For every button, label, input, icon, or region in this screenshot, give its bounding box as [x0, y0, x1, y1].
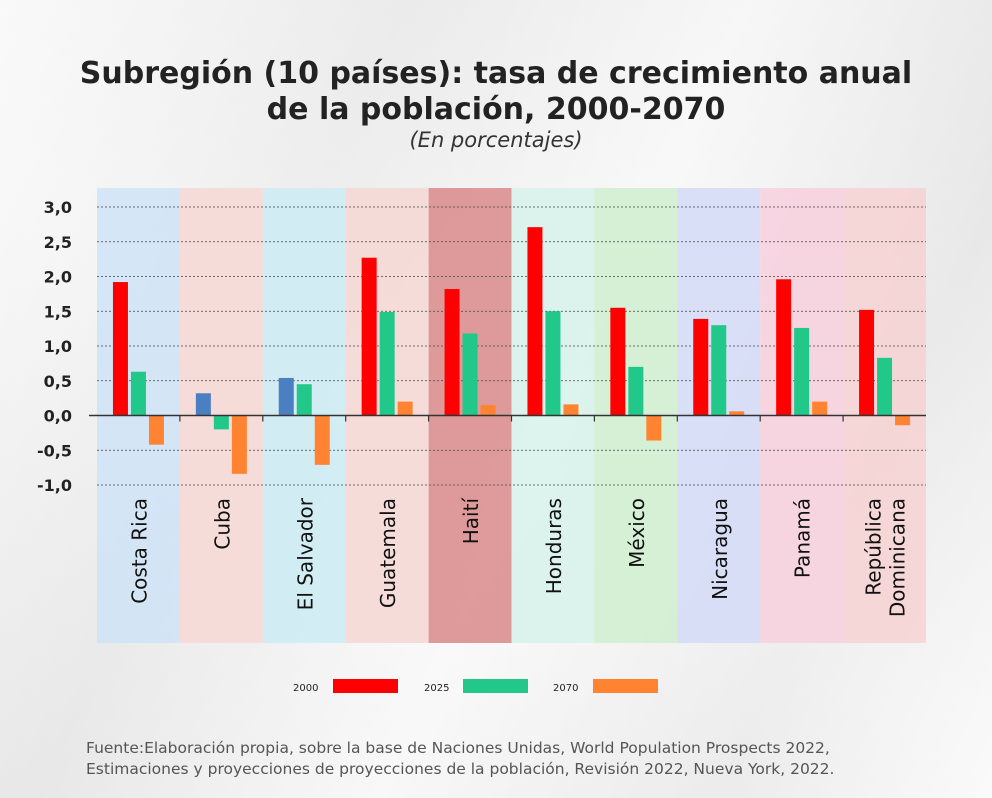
bar [729, 411, 745, 416]
bar [776, 279, 792, 416]
bar [563, 404, 579, 416]
bar [610, 307, 626, 416]
bar [112, 282, 128, 416]
y-tick-label: 1,0 [44, 337, 72, 356]
chart-title-line-1: Subregión (10 países): tasa de crecimien… [79, 56, 913, 91]
legend-swatch [333, 679, 398, 693]
bar [444, 289, 460, 416]
legend-swatch [593, 679, 658, 693]
bar [148, 415, 164, 445]
bar [693, 318, 709, 416]
bar [480, 405, 496, 416]
legend-label: 2025 [424, 683, 449, 694]
category-label: México [625, 498, 649, 568]
y-tick-label: 1,5 [44, 302, 72, 321]
bar [812, 401, 828, 416]
legend-label: 2000 [293, 683, 318, 694]
y-tick-label: 0,5 [44, 372, 72, 391]
chart-subtitle: (En porcentajes) [409, 128, 583, 152]
category-label: Haití [459, 497, 483, 545]
source-note: Fuente:Elaboración propia, sobre la base… [86, 738, 966, 780]
bar [361, 257, 377, 416]
bar [379, 311, 395, 416]
source-line-1: Fuente:Elaboración propia, sobre la base… [86, 739, 830, 757]
y-tick-label: -1,0 [37, 476, 72, 495]
y-tick-label: -0,5 [37, 441, 72, 460]
bar [628, 366, 644, 416]
bar [646, 415, 662, 441]
category-label: Nicaragua [708, 498, 732, 600]
bar [895, 415, 911, 426]
bar [296, 384, 312, 416]
bar [877, 357, 893, 416]
y-tick-label: 3,0 [44, 198, 72, 217]
category-label: Costa Rica [127, 498, 151, 604]
chart-title-line-2: de la población, 2000-2070 [266, 92, 726, 127]
category-label: El Salvador [293, 497, 317, 610]
bar [130, 371, 146, 416]
bar [314, 415, 330, 465]
category-label: República [862, 498, 886, 596]
legend-label: 2070 [553, 683, 578, 694]
category-label: Cuba [210, 498, 234, 550]
bar [859, 309, 875, 416]
category-label: Honduras [542, 498, 566, 594]
category-label: Panamá [791, 498, 815, 578]
bar [231, 415, 247, 474]
bar [711, 325, 727, 416]
bar [462, 333, 478, 416]
y-tick-label: 2,5 [44, 233, 72, 252]
y-tick-label: 2,0 [44, 268, 72, 287]
category-label: Dominicana [886, 498, 910, 617]
bar [213, 415, 229, 430]
category-label: Guatemala [376, 498, 400, 608]
source-line-2: Estimaciones y proyecciones de proyeccio… [86, 760, 835, 778]
bar [545, 311, 561, 416]
y-tick-label: 0,0 [44, 407, 72, 426]
bar [195, 393, 211, 416]
bar [794, 327, 810, 416]
bar [527, 227, 543, 416]
bar [278, 377, 294, 416]
legend-swatch [463, 679, 528, 693]
bar [397, 401, 413, 416]
